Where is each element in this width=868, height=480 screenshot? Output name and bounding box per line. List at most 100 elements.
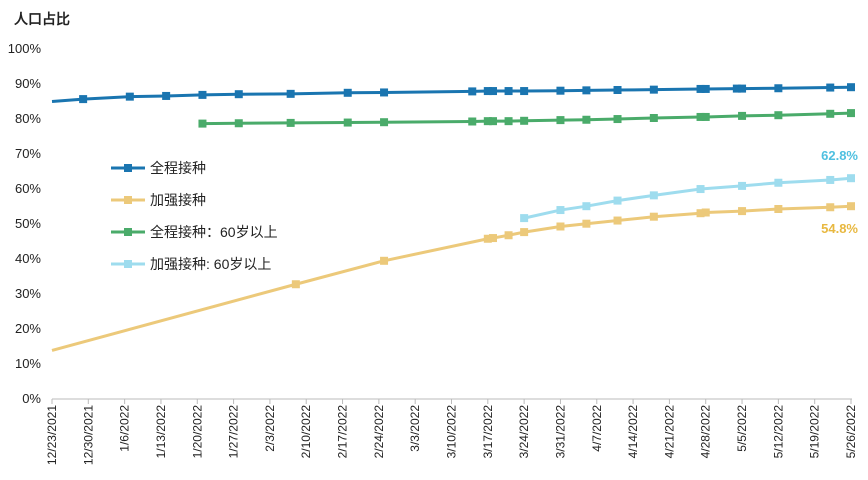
y-tick-label: 10% (15, 356, 41, 371)
x-tick-label: 3/17/2022 (481, 405, 495, 459)
data-point (504, 117, 513, 126)
data-point (380, 256, 389, 265)
x-tick-label: 2/3/2022 (263, 405, 277, 452)
data-point (489, 117, 498, 126)
data-point (774, 111, 783, 120)
data-point (79, 95, 88, 104)
data-point (520, 214, 529, 223)
x-tick-label: 3/3/2022 (408, 405, 422, 452)
x-tick-label: 1/20/2022 (190, 405, 204, 459)
data-point (556, 86, 565, 95)
x-tick-label: 4/7/2022 (590, 405, 604, 452)
data-point (483, 117, 492, 126)
data-point (649, 85, 658, 94)
data-point (198, 90, 207, 99)
data-point (847, 202, 855, 211)
x-tick-label: 4/14/2022 (626, 405, 640, 459)
data-point (649, 212, 658, 221)
data-point (468, 117, 477, 126)
data-point (291, 280, 300, 289)
data-point (826, 109, 835, 118)
y-tick-label: 50% (15, 216, 41, 231)
legend-item: 全程接种 (111, 160, 206, 176)
data-point (774, 205, 783, 213)
data-point (380, 118, 389, 127)
x-tick-label: 5/26/2022 (844, 405, 858, 459)
data-point (343, 88, 352, 97)
data-point (774, 84, 783, 93)
x-tick-label: 3/10/2022 (445, 405, 459, 459)
data-point (701, 84, 710, 93)
data-point (826, 83, 835, 92)
y-tick-label: 40% (15, 251, 41, 266)
x-tick-label: 5/12/2022 (771, 405, 785, 459)
y-tick-label: 100% (8, 41, 42, 56)
data-point (125, 92, 134, 101)
data-point (468, 87, 477, 96)
data-point (286, 118, 295, 127)
data-point (234, 90, 243, 99)
data-point (826, 203, 835, 212)
data-point (732, 84, 741, 93)
data-point (649, 114, 658, 122)
data-point (696, 84, 705, 93)
data-point (613, 115, 622, 124)
data-point (483, 234, 492, 243)
data-point (483, 87, 492, 96)
y-tick-label: 70% (15, 146, 41, 161)
data-point (489, 87, 498, 96)
data-point (613, 196, 622, 205)
data-point (582, 115, 591, 124)
y-tick-label: 80% (15, 111, 41, 126)
data-point (520, 228, 529, 237)
data-point (582, 202, 591, 211)
data-point (613, 216, 622, 225)
data-point (701, 112, 710, 121)
data-point (738, 181, 747, 190)
legend-marker-icon (124, 164, 132, 172)
data-point (520, 116, 529, 125)
legend-label: 加强接种: 60岁以上 (150, 256, 271, 272)
series-2 (198, 109, 855, 128)
data-point (847, 174, 855, 183)
data-point (701, 208, 710, 217)
x-tick-label: 3/24/2022 (517, 405, 531, 459)
series-0 (51, 83, 855, 104)
x-tick-label: 2/24/2022 (372, 405, 386, 459)
legend-marker-icon (124, 196, 132, 204)
legend-item: 加强接种 (111, 192, 206, 208)
data-point (234, 119, 243, 128)
legend-label: 全程接种 (150, 160, 206, 176)
data-point (198, 119, 207, 128)
y-tick-label: 20% (15, 321, 41, 336)
data-point (847, 83, 855, 92)
data-point (826, 175, 835, 184)
data-point (556, 116, 565, 125)
data-point (556, 206, 565, 215)
data-point (613, 86, 622, 94)
x-tick-label: 1/27/2022 (227, 405, 241, 459)
data-point (504, 231, 513, 240)
x-tick-label: 4/28/2022 (699, 405, 713, 459)
y-axis-title: 人口占比 (14, 11, 70, 27)
legend-label: 全程接种：60岁以上 (150, 224, 278, 240)
data-point (582, 219, 591, 228)
legend-marker-icon (124, 260, 132, 268)
y-tick-label: 30% (15, 286, 41, 301)
x-tick-label: 2/17/2022 (336, 405, 350, 459)
series-line (523, 176, 852, 220)
data-point (649, 191, 658, 200)
data-point (738, 84, 747, 93)
x-tick-label: 5/19/2022 (808, 405, 822, 459)
end-value-label: 62.8% (821, 148, 858, 163)
x-tick-label: 5/5/2022 (735, 405, 749, 452)
data-point (504, 87, 513, 96)
data-point (696, 209, 705, 218)
data-point (696, 112, 705, 121)
x-tick-label: 12/23/2021 (45, 405, 59, 465)
data-point (556, 222, 565, 231)
x-tick-label: 1/6/2022 (118, 405, 132, 452)
data-point (696, 185, 705, 194)
